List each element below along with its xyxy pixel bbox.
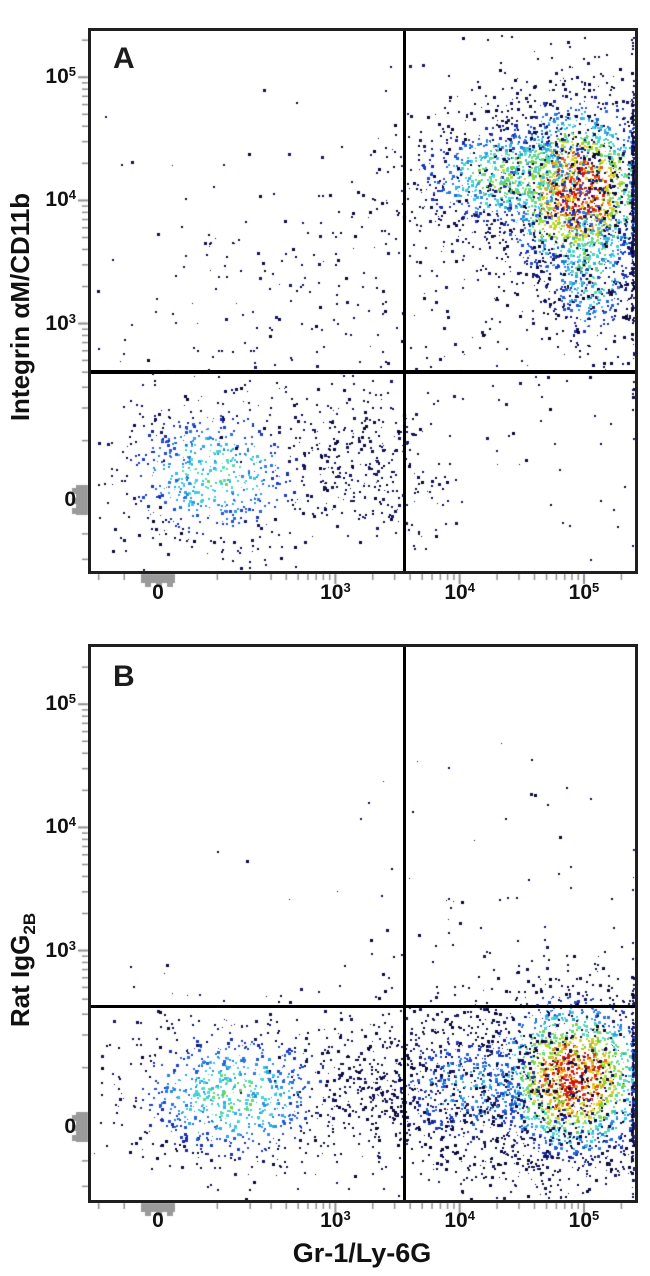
x-axis-tick-label: 103 (305, 1208, 365, 1235)
x-tick-exponent: 3 (343, 580, 351, 595)
panel-a-label: A (113, 42, 135, 75)
y-tick-base: 10 (45, 311, 69, 335)
panel-a-frame (88, 28, 638, 574)
y-axis-tick-label: 103 (0, 311, 76, 339)
panel-b-y-axis-title: Rat IgG2B (4, 820, 39, 1120)
y-tick-base: 10 (45, 188, 69, 212)
x-tick-base: 10 (444, 581, 468, 604)
y-tick-exponent: 4 (68, 814, 76, 830)
x-tick-base: 10 (320, 581, 344, 604)
y-axis-tick-label: 104 (0, 187, 76, 215)
y-axis-tick-label: 105 (0, 691, 76, 719)
x-tick-base: 10 (568, 581, 593, 604)
quadrant-gate-horizontal-a (91, 370, 635, 375)
x-axis-tick-label: 105 (554, 580, 614, 607)
x-tick-base: 10 (320, 1209, 344, 1232)
x-tick-exponent: 4 (467, 580, 475, 595)
panel-a-y-axis-title-text: Integrin αM/CD11b (5, 192, 35, 422)
y-axis-tick-label: 103 (0, 938, 76, 966)
y-axis-tick-label: 0 (0, 487, 76, 513)
y-tick-exponent: 3 (68, 310, 76, 326)
y-tick-exponent: 4 (68, 187, 76, 203)
y-tick-base: 10 (45, 815, 69, 839)
y-axis-tick-label: 0 (0, 1114, 76, 1140)
x-axis-tick-label: 105 (554, 1208, 614, 1235)
x-axis-tick-label: 104 (430, 580, 490, 607)
x-tick-exponent: 3 (343, 1208, 351, 1223)
x-axis-tick-label: 0 (128, 1209, 188, 1233)
x-axis-tick-label: 0 (128, 581, 188, 605)
quadrant-gate-vertical-a (402, 31, 406, 571)
y-tick-base: 10 (45, 65, 69, 89)
x-tick-exponent: 5 (592, 580, 600, 595)
y-tick-exponent: 5 (68, 64, 76, 80)
x-axis-tick-label: 104 (430, 1208, 490, 1235)
x-tick-base: 10 (568, 1209, 593, 1232)
y-axis-tick-label: 105 (0, 64, 76, 92)
y-tick-base: 0 (64, 488, 76, 511)
quadrant-gate-vertical-b (402, 647, 406, 1200)
panel-b-frame (88, 644, 638, 1203)
y-tick-exponent: 3 (68, 937, 76, 953)
x-tick-base: 0 (152, 581, 164, 604)
panel-b-y-axis-title-subscript: 2B (20, 912, 39, 935)
x-tick-exponent: 5 (592, 1208, 600, 1223)
y-axis-tick-label: 104 (0, 814, 76, 842)
y-tick-base: 10 (45, 692, 69, 716)
x-axis-title: Gr-1/Ly-6G (292, 1238, 432, 1268)
quadrant-gate-horizontal-b (91, 1004, 635, 1008)
x-tick-base: 10 (444, 1209, 468, 1232)
panel-b-label: B (113, 660, 135, 693)
y-tick-exponent: 5 (68, 691, 76, 707)
x-tick-exponent: 4 (467, 1208, 475, 1223)
y-tick-base: 0 (64, 1115, 76, 1138)
x-axis-tick-label: 103 (305, 580, 365, 607)
y-tick-base: 10 (45, 938, 69, 962)
x-tick-base: 0 (152, 1209, 164, 1232)
